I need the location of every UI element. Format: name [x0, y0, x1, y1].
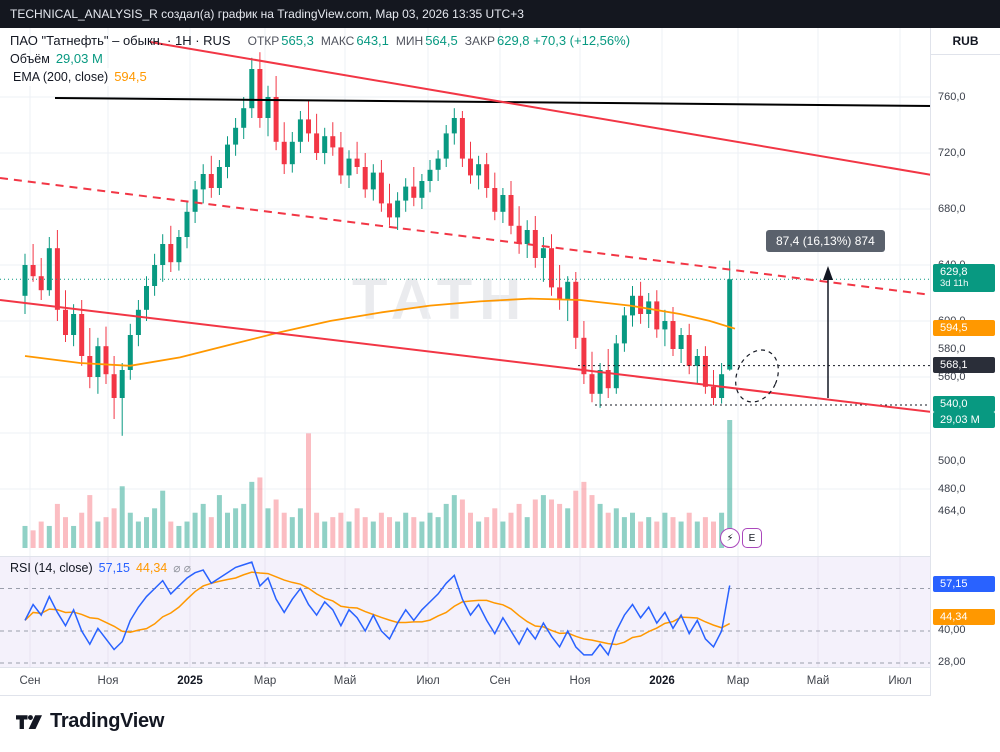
rsi-axis-label: 40,00 [938, 624, 966, 636]
brand-text: TradingView [50, 709, 165, 732]
trendline-2[interactable] [0, 177, 932, 296]
ema-line[interactable] [24, 297, 736, 367]
time-axis-label: Мар [253, 675, 277, 687]
price-axis-badge: 629,8 3d 11h [933, 264, 995, 293]
open-value: 565,3 [281, 33, 314, 48]
close-value: 629,8 [497, 33, 530, 48]
grid [0, 28, 932, 556]
top-bar-text: TECHNICAL_ANALYSIS_R создал(а) график на… [10, 7, 524, 21]
lightning-icon: ⚡ [726, 532, 734, 544]
volume-bars [22, 420, 733, 548]
chart-legend: ПАО "Татнефть" – обыкн. · 1H · RUS ОТКР 56… [10, 32, 630, 86]
projection-arrowhead [823, 266, 833, 280]
close-label: ЗАКР [464, 34, 495, 48]
price-axis-badge: 594,5 [933, 319, 995, 336]
time-axis-label: 2026 [649, 675, 675, 687]
order-panel-button[interactable]: E [742, 528, 762, 548]
time-axis[interactable]: Сен Ноя 2025 Мар Май Июл Сен Ноя 2026 Мар Май Июл [0, 668, 1000, 696]
rsi-axis-label: 28,00 [938, 655, 966, 668]
price-axis-label: 480,0 [938, 483, 966, 495]
rsi-canvas[interactable] [0, 557, 932, 667]
lightning-trade-button[interactable]: ⚡ [720, 528, 740, 548]
volume-indicator-value: 29,03 M [55, 51, 103, 66]
rsi-pane: RSI (14, close) 57,15 44,34 ⌀ ⌀ [0, 556, 932, 668]
rsi-settings-icons[interactable]: ⌀ ⌀ [173, 561, 192, 575]
price-axis-badge: 568,1 [933, 356, 995, 373]
time-axis-label: Ноя [97, 675, 119, 687]
rsi-signal-value: 44,34 [135, 561, 168, 575]
main-chart: ТАТН ПАО "Татнефть" – обыкн. · 1H · RUS О… [0, 28, 932, 556]
low-label: МИН [395, 34, 424, 48]
tradingview-brand[interactable]: TradingView [16, 709, 164, 733]
price-axis-badge: 540,0 [933, 396, 995, 412]
price-axis-label: 464,0 [938, 505, 966, 518]
breakout-circle-drawing[interactable] [728, 343, 787, 409]
volume-indicator-label[interactable]: Объём [10, 52, 50, 66]
price-axis-label: 720,0 [938, 147, 966, 159]
time-axis-label: Июл [416, 675, 440, 687]
price-chart-canvas[interactable] [0, 28, 932, 556]
price-axis-badge: 29,03 M [933, 412, 995, 428]
rsi-value: 57,15 [98, 561, 130, 575]
price-axis-label: 580,0 [938, 343, 966, 355]
trendline-3[interactable] [0, 299, 932, 413]
time-axis-label: Мар [726, 675, 750, 687]
high-label: МАКС [320, 34, 355, 48]
top-bar: TECHNICAL_ANALYSIS_R создал(а) график на… [0, 0, 1000, 28]
rsi-axis-badge: 44,34 [933, 609, 995, 626]
price-axis-label: 760,0 [938, 91, 966, 103]
currency-button[interactable]: RUB [931, 28, 1000, 55]
trendline-1[interactable] [149, 41, 932, 176]
rsi-line [24, 561, 731, 657]
symbol-title[interactable]: ПАО "Татнефть" – обыкн. · 1H · RUS [10, 33, 231, 48]
price-axis[interactable]: RUB 760,0720,0680,0640,0600,0580,0560,05… [930, 28, 1000, 696]
time-axis-label: Сен [19, 675, 41, 687]
rsi-signal-line [24, 571, 731, 646]
trendline-0[interactable] [54, 97, 932, 107]
tradingview-logo-icon [16, 715, 42, 729]
change-value: +70,3 (+12,56%) [533, 33, 631, 48]
time-axis-label: 2025 [177, 675, 203, 687]
rsi-axis-badge: 57,15 [933, 575, 995, 592]
time-axis-label: Ноя [569, 675, 591, 687]
time-axis-label: Май [806, 675, 830, 687]
price-axis-label: 560,0 [938, 371, 966, 383]
order-panel-icon: E [748, 532, 756, 544]
footer-bar: TradingView [0, 696, 1000, 752]
rsi-legend: RSI (14, close) 57,15 44,34 ⌀ ⌀ [10, 561, 191, 575]
ema-indicator-value: 594,5 [114, 69, 147, 84]
price-axis-label: 500,0 [938, 455, 966, 467]
ema-indicator-label[interactable]: EMA (200, close) [13, 70, 109, 84]
price-range-tooltip: 87,4 (16,13%) 874 [766, 230, 885, 252]
high-value: 643,1 [356, 33, 389, 48]
price-axis-label: 680,0 [938, 203, 966, 215]
time-axis-label: Май [333, 675, 357, 687]
time-axis-label: Сен [489, 675, 511, 687]
rsi-title[interactable]: RSI (14, close) [10, 561, 93, 575]
time-axis-label: Июл [888, 675, 912, 687]
low-value: 564,5 [425, 33, 458, 48]
candles [22, 52, 733, 436]
open-label: ОТКР [247, 34, 280, 48]
